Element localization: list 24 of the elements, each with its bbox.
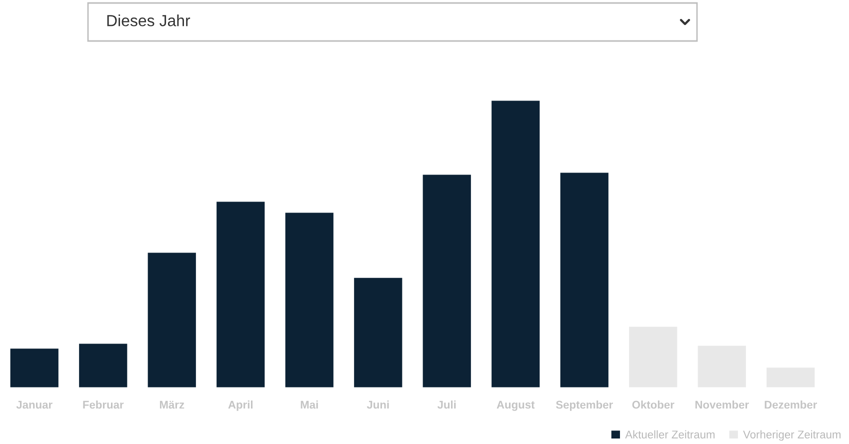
bar [490,100,542,388]
bar [352,276,404,388]
x-tick-label: April [228,400,252,411]
legend-label: Aktueller Zeitraum [625,430,715,438]
bar [146,251,198,388]
bar [284,211,335,388]
bar [8,347,60,388]
x-tick-label: Januar [16,400,52,409]
x-tick-label: Dezember [764,400,818,409]
x-tick-label: Oktober [632,400,674,409]
x-tick-label: Juli [437,400,456,409]
legend-label: Vorheriger Zeitraum [743,430,840,441]
x-tick-label: Juni [366,400,389,409]
x-tick-label: Februar [83,400,124,409]
text: Dieses Jahr [107,14,190,26]
bar [421,173,472,388]
x-tick-label: März [160,400,184,409]
x-tick-label: Mai [300,400,318,409]
bar [558,171,610,388]
bar [78,342,129,388]
x-tick-label: August [496,400,535,411]
x-tick-label: September [556,400,613,411]
bar [215,200,266,388]
x-tick-label: November [695,400,749,409]
